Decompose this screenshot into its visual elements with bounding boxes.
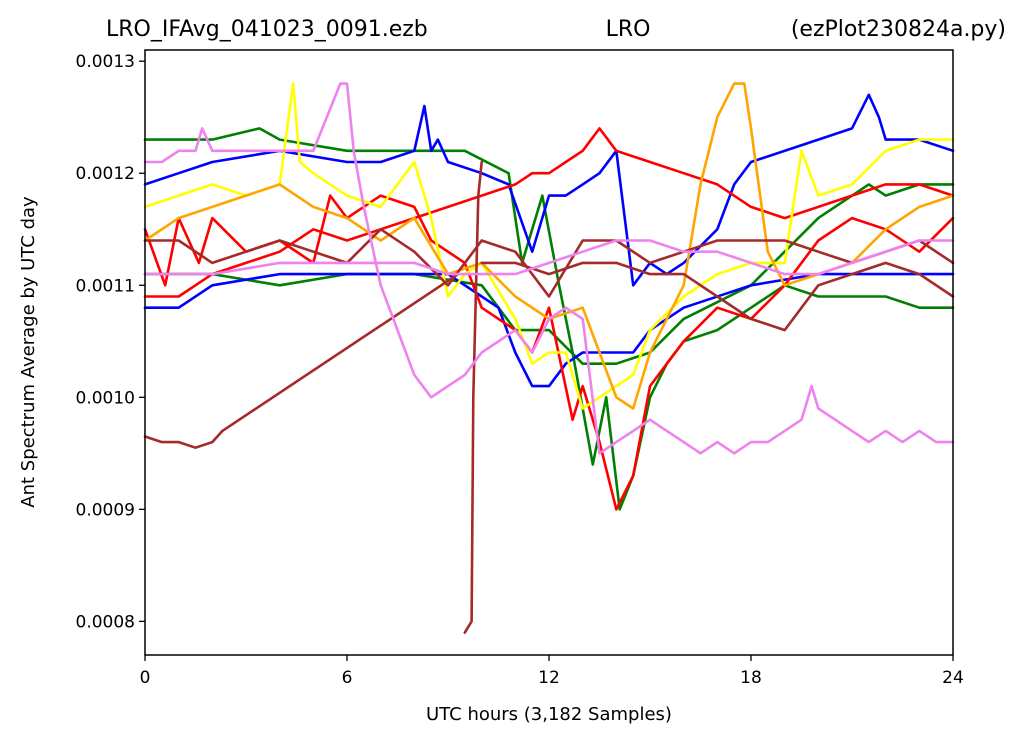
x-tick-label: 6 (342, 668, 353, 688)
y-tick-label: 0.0013 (76, 52, 135, 72)
series-line-1 (143, 183, 955, 366)
chart-title-right: (ezPlot230824a.py) (791, 17, 1006, 42)
x-tick-label: 0 (140, 668, 151, 688)
y-tick-label: 0.0009 (76, 500, 135, 520)
y-tick-label: 0.0008 (76, 612, 135, 632)
series-line-3 (143, 272, 955, 388)
y-tick-label: 0.0011 (76, 276, 135, 296)
series-line-7 (143, 82, 955, 410)
series-line-2 (143, 93, 955, 287)
series-line-9 (221, 272, 460, 433)
y-tick-label: 0.0010 (76, 388, 135, 408)
y-axis-label: Ant Spectrum Average by UTC day (18, 196, 39, 508)
series-line-12 (480, 261, 955, 332)
ticks-group: 0 6 12 18 24 0.0008 0.0009 0.0010 0.0011 0.0012 0.… (76, 52, 964, 688)
series-line-5 (143, 127, 955, 298)
x-tick-label: 12 (538, 668, 560, 688)
chart-title-left: LRO_IFAvg_041023_0091.ezb (106, 17, 428, 42)
series-line-0 (143, 127, 955, 511)
x-tick-label: 24 (942, 668, 964, 688)
series-line-11 (143, 228, 955, 298)
x-axis-label: UTC hours (3,182 Samples) (426, 704, 672, 725)
series-line-13 (143, 82, 955, 455)
plot-frame (144, 49, 954, 656)
y-tick-label: 0.0012 (76, 164, 135, 184)
series-line-8 (143, 429, 224, 450)
series-line-10 (463, 160, 484, 634)
series-line-14 (143, 239, 955, 276)
series-line-6 (143, 82, 955, 410)
series-group (143, 82, 955, 634)
x-tick-label: 18 (740, 668, 762, 688)
chart-title-center: LRO (606, 17, 651, 42)
